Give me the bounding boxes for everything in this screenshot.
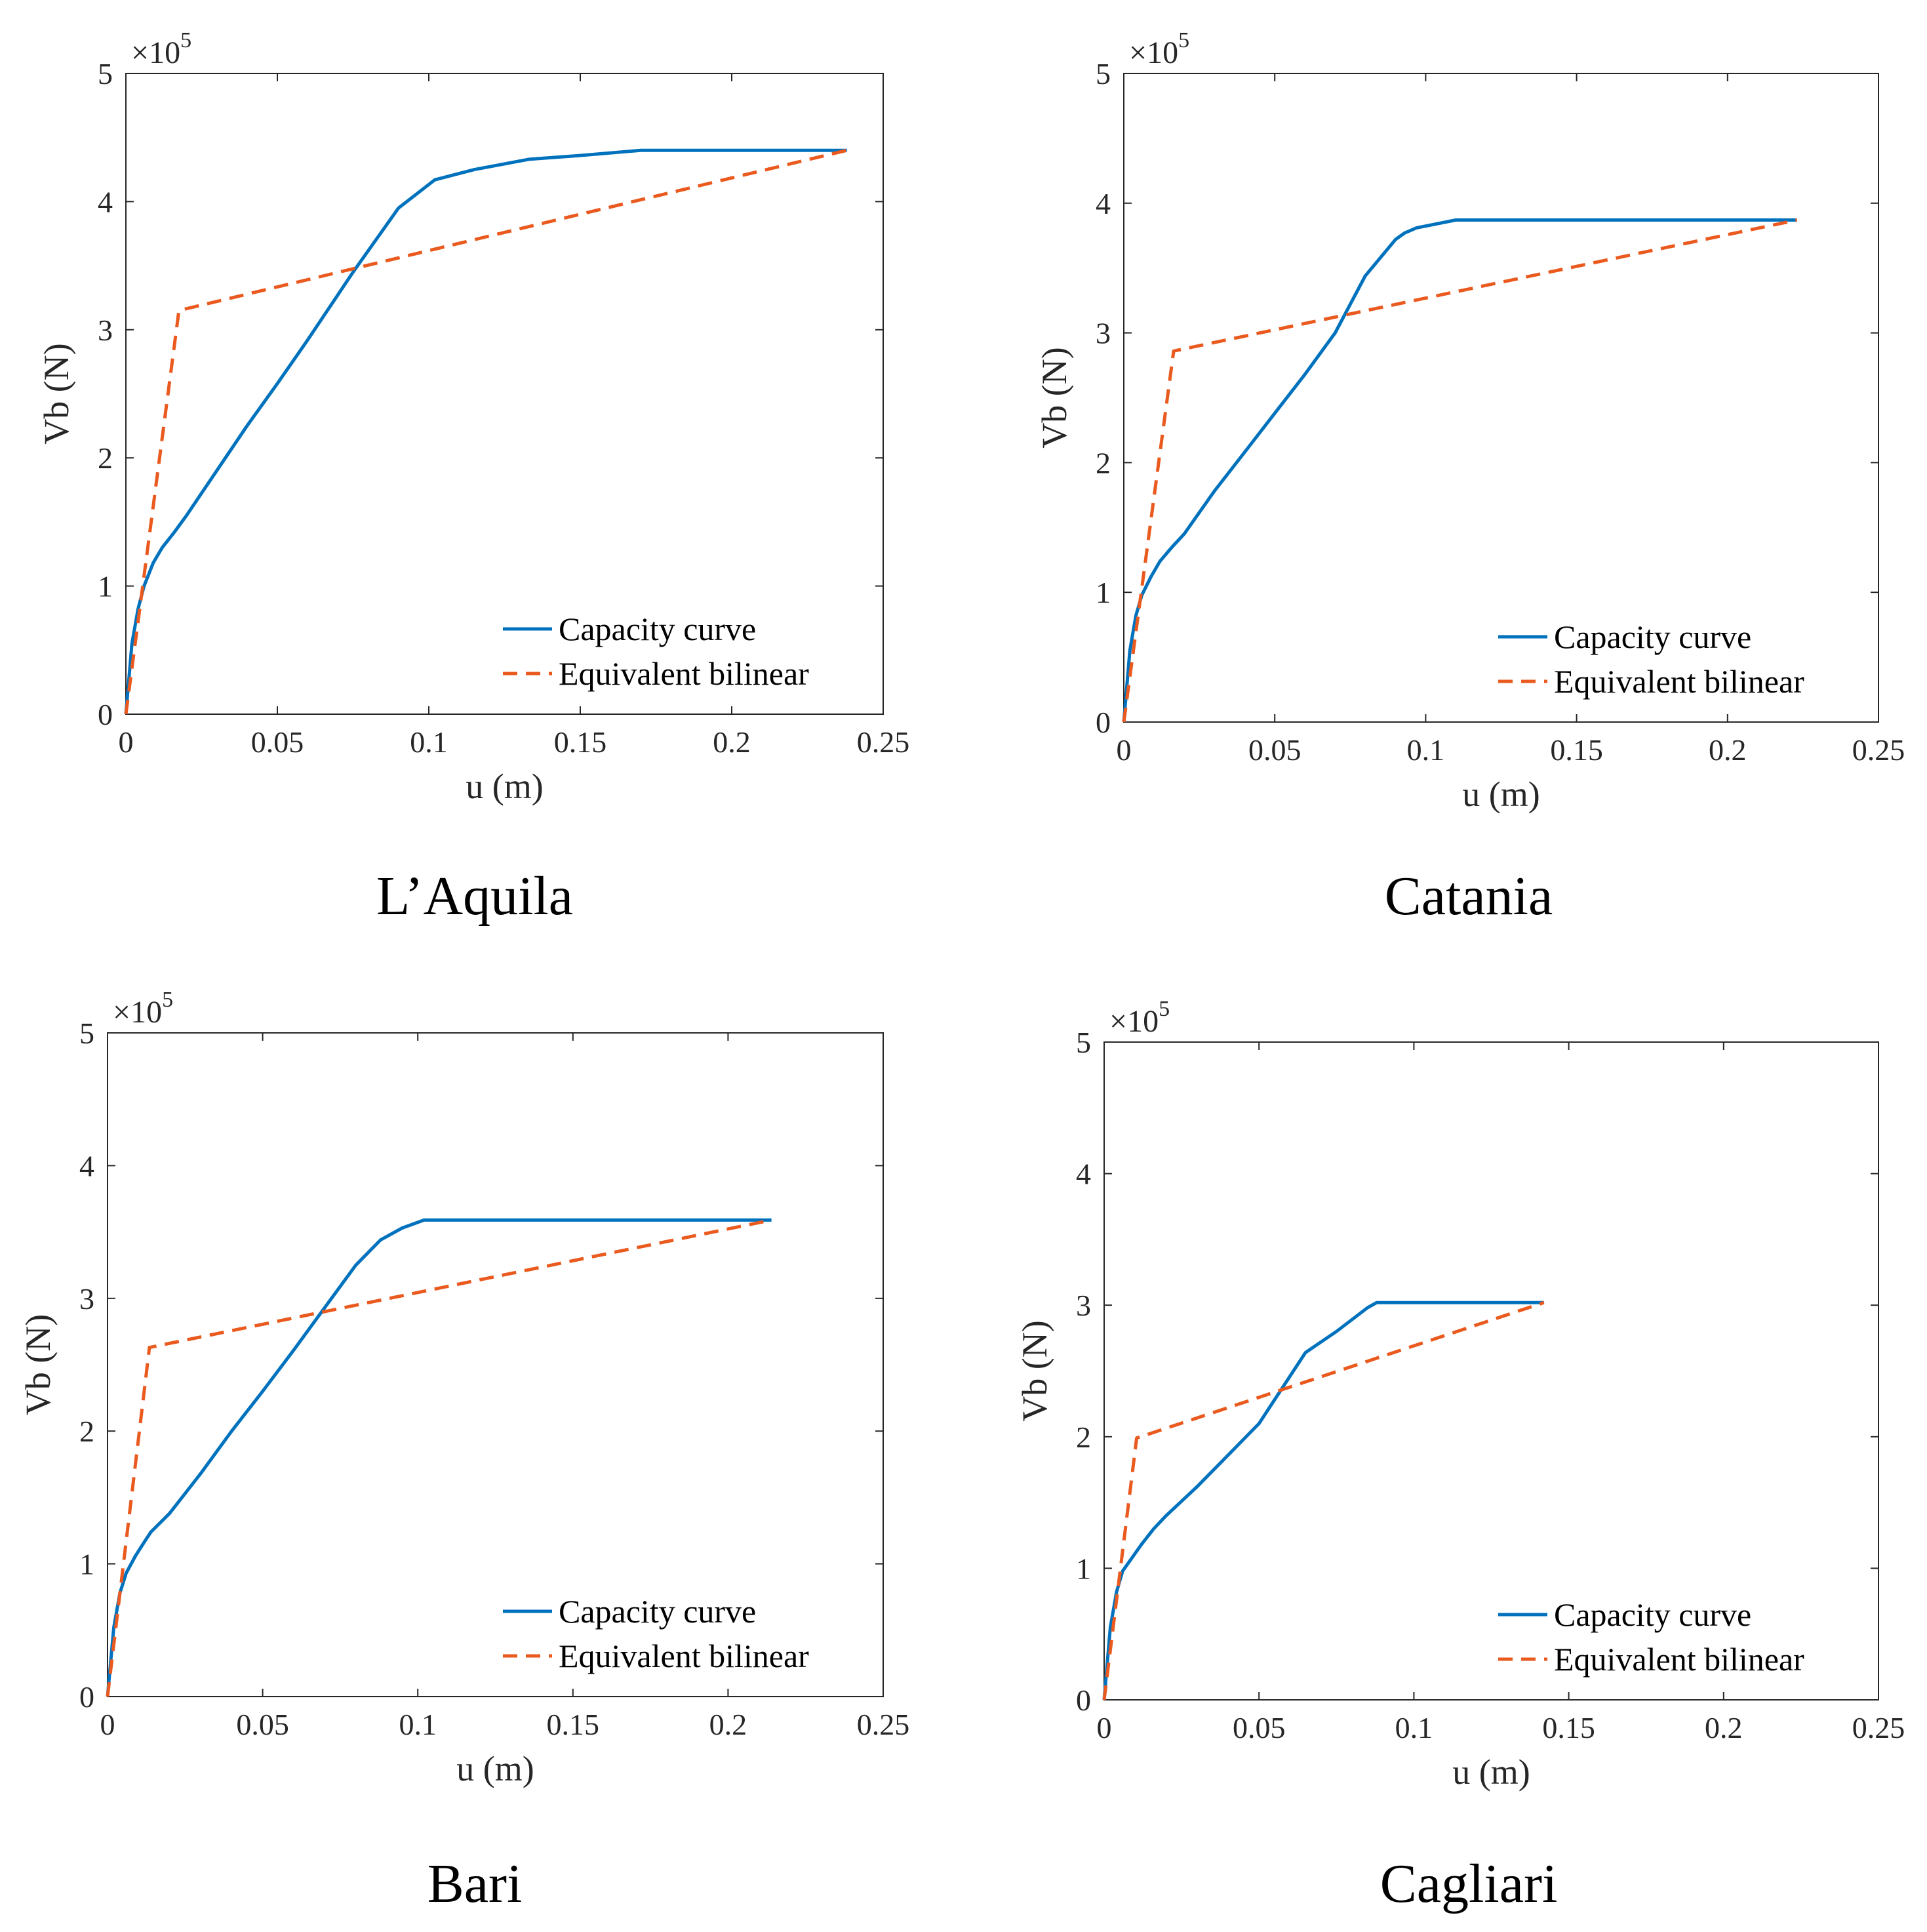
y-tick-label: 3 [98, 313, 113, 347]
x-tick-label: 0.25 [857, 1708, 910, 1741]
chart-panel-2: 0 0.05 0.1 0.15 0.2 0.25 0 1 2 3 4 5 ×105 u (m) Vb (N)… [1035, 28, 1905, 927]
x-tick-label: 0.1 [1407, 733, 1445, 767]
x-tick-label: 0.15 [547, 1708, 600, 1741]
y-axis-label: Vb (N) [1015, 1320, 1054, 1421]
y-tick-label: 5 [98, 57, 113, 91]
panel-caption: Bari [427, 1853, 523, 1914]
y-tick-label: 3 [1076, 1289, 1091, 1322]
x-tick-label: 0.2 [713, 725, 751, 759]
chart-panel-3: 0 0.05 0.1 0.15 0.2 0.25 0 1 2 3 4 5 ×105 u (m) Vb (N)… [18, 988, 909, 1914]
y-axis-label: Vb (N) [1035, 347, 1074, 448]
legend-entry-label: Equivalent bilinear [559, 1638, 809, 1674]
legend-entry-label: Equivalent bilinear [1554, 663, 1804, 700]
y-tick-label: 0 [1096, 706, 1111, 739]
y-multiplier-label: ×105 [1129, 28, 1189, 70]
panel-caption: Catania [1385, 866, 1553, 927]
x-tick-label: 0.2 [709, 1708, 747, 1741]
x-axis-label: u (m) [1462, 775, 1540, 814]
y-tick-label: 4 [98, 185, 113, 218]
x-axis-label: u (m) [466, 767, 543, 806]
y-axis-label: Vb (N) [37, 343, 76, 444]
x-tick-label: 0.1 [1395, 1711, 1433, 1744]
y-tick-label: 2 [79, 1415, 94, 1448]
x-tick-label: 0 [1097, 1711, 1112, 1744]
legend-entry-label: Capacity curve [559, 611, 756, 647]
y-tick-label: 5 [1096, 57, 1111, 91]
x-tick-label: 0.1 [410, 725, 448, 759]
axes-box [107, 1032, 884, 1697]
y-tick-label: 4 [79, 1149, 94, 1182]
y-tick-label: 1 [98, 570, 113, 603]
x-tick-label: 0.25 [1852, 733, 1905, 767]
equivalent-bilinear-line [1102, 1300, 1545, 1701]
capacity-curve-line [1122, 218, 1797, 723]
y-axis-label: Vb (N) [18, 1314, 58, 1415]
capacity-curve-line [106, 1218, 772, 1697]
y-tick-label: 2 [1096, 446, 1111, 479]
x-tick-label: 0.25 [1852, 1711, 1905, 1744]
x-tick-label: 0.15 [554, 725, 607, 759]
legend-entry-label: Capacity curve [559, 1593, 756, 1630]
axes-box [1103, 1041, 1879, 1701]
y-tick-label: 0 [98, 698, 113, 731]
y-tick-label: 2 [1076, 1420, 1091, 1454]
y-tick-label: 3 [79, 1282, 94, 1316]
y-multiplier-label: ×105 [1109, 997, 1170, 1039]
legend-entry-label: Equivalent bilinear [559, 655, 809, 692]
chart-panel-1: 0 0.05 0.1 0.15 0.2 0.25 0 1 2 3 4 5 ×105 u (m) Vb (N)… [37, 28, 909, 927]
y-tick-label: 5 [79, 1016, 94, 1050]
x-tick-label: 0 [1117, 733, 1132, 767]
y-tick-label: 3 [1096, 317, 1111, 350]
x-axis-label: u (m) [456, 1749, 534, 1788]
y-tick-label: 2 [98, 441, 113, 475]
legend-entry-label: Capacity curve [1554, 618, 1751, 655]
x-tick-label: 0.05 [1248, 733, 1301, 767]
x-axis-label: u (m) [1452, 1752, 1530, 1792]
x-tick-label: 0.05 [1233, 1711, 1286, 1744]
y-tick-label: 5 [1076, 1026, 1091, 1059]
y-multiplier-label: ×105 [113, 988, 173, 1030]
x-tick-label: 0.1 [399, 1708, 437, 1741]
axes-box [1123, 73, 1879, 723]
capacity-curve-line [1102, 1300, 1544, 1701]
x-tick-label: 0.15 [1542, 1711, 1595, 1744]
y-multiplier-label: ×105 [131, 28, 191, 70]
y-tick-label: 4 [1096, 187, 1111, 220]
capacity-curve-line [124, 148, 847, 715]
equivalent-bilinear-line [106, 1218, 772, 1697]
equivalent-bilinear-line [1122, 218, 1798, 723]
panel-caption: L’Aquila [376, 866, 573, 927]
legend-entry-label: Capacity curve [1554, 1596, 1751, 1633]
y-tick-label: 0 [79, 1680, 94, 1714]
x-tick-label: 0 [100, 1708, 115, 1741]
chart-panel-4: 0 0.05 0.1 0.15 0.2 0.25 0 1 2 3 4 5 ×105 u (m) Vb (N)… [1015, 997, 1905, 1914]
x-tick-label: 0.2 [1709, 733, 1747, 767]
y-tick-label: 1 [79, 1548, 94, 1581]
panel-caption: Cagliari [1380, 1853, 1558, 1914]
y-tick-label: 4 [1076, 1157, 1091, 1191]
legend-entry-label: Equivalent bilinear [1554, 1641, 1804, 1678]
x-tick-label: 0.05 [236, 1708, 289, 1741]
x-tick-label: 0.05 [251, 725, 304, 759]
x-tick-label: 0.25 [857, 725, 910, 759]
y-tick-label: 1 [1076, 1552, 1091, 1585]
x-tick-label: 0.15 [1550, 733, 1603, 767]
x-tick-label: 0 [119, 725, 134, 759]
x-tick-label: 0.2 [1705, 1711, 1743, 1744]
y-tick-label: 1 [1096, 576, 1111, 609]
y-tick-label: 0 [1076, 1683, 1091, 1717]
axes-box [125, 73, 884, 715]
